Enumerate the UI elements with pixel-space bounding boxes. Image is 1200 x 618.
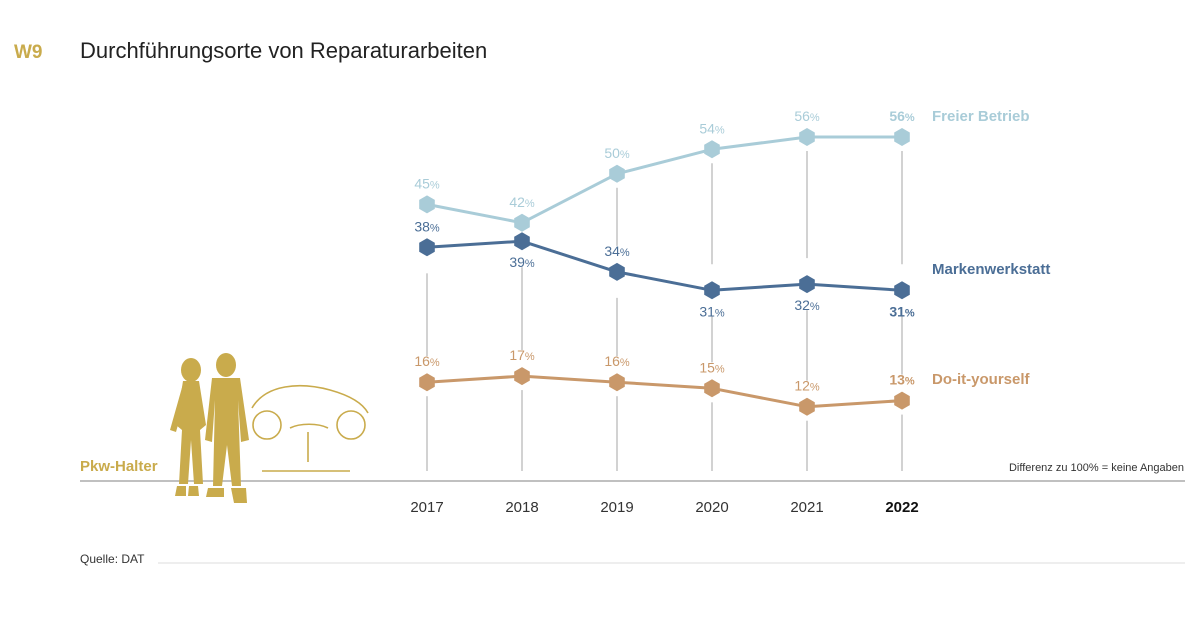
x-tick-2020: 2020 (695, 499, 728, 516)
series-markers (419, 128, 910, 416)
label-markenwerkstatt-2022: 31% (889, 303, 915, 319)
label-freier-betrieb-2019: 50% (604, 145, 630, 161)
x-tick-2019: 2019 (600, 499, 633, 516)
person-woman-icon (170, 358, 206, 496)
x-tick-2017: 2017 (410, 499, 443, 516)
x-tick-2018: 2018 (505, 499, 538, 516)
point-freier-betrieb-2018 (514, 213, 530, 232)
gridlines (426, 151, 903, 471)
label-markenwerkstatt-2018: 39% (509, 254, 535, 270)
point-freier-betrieb-2022 (894, 128, 910, 146)
x-tick-2022: 2022 (885, 499, 918, 516)
point-do-it-yourself-2022 (894, 391, 910, 410)
label-markenwerkstatt-2021: 32% (794, 297, 820, 313)
label-freier-betrieb-2018: 42% (509, 194, 535, 210)
couple-and-car-illustration (170, 353, 369, 503)
label-do-it-yourself-2021: 12% (794, 378, 820, 394)
label-markenwerkstatt-2017: 38% (414, 218, 440, 234)
series-line-freier-betrieb (426, 135, 902, 225)
label-do-it-yourself-2019: 16% (604, 353, 630, 369)
point-do-it-yourself-2019 (609, 373, 625, 392)
label-freier-betrieb-2017: 45% (414, 175, 440, 191)
point-do-it-yourself-2018 (514, 367, 530, 386)
point-do-it-yourself-2020 (704, 379, 720, 398)
series-name-freier-betrieb: Freier Betrieb (932, 108, 1030, 125)
car-outline-icon (251, 385, 369, 472)
label-markenwerkstatt-2019: 34% (604, 243, 630, 259)
point-freier-betrieb-2020 (704, 140, 720, 159)
label-freier-betrieb-2020: 54% (699, 120, 725, 136)
label-freier-betrieb-2022: 56% (889, 108, 915, 124)
point-markenwerkstatt-2022 (894, 281, 910, 300)
point-freier-betrieb-2021 (799, 128, 815, 146)
series-name-do-it-yourself: Do-it-yourself (932, 371, 1031, 388)
label-do-it-yourself-2018: 17% (509, 347, 535, 363)
footnote: Differenz zu 100% = keine Angaben (1009, 462, 1184, 474)
point-markenwerkstatt-2019 (609, 262, 625, 281)
series-name-markenwerkstatt: Markenwerkstatt (932, 261, 1050, 278)
point-do-it-yourself-2017 (419, 373, 435, 392)
label-freier-betrieb-2021: 56% (794, 108, 820, 124)
point-markenwerkstatt-2021 (799, 275, 815, 294)
point-markenwerkstatt-2020 (704, 281, 720, 300)
label-do-it-yourself-2020: 15% (699, 359, 725, 375)
illustration-label: Pkw-Halter (80, 458, 158, 475)
source-note: Quelle: DAT (80, 552, 145, 566)
label-do-it-yourself-2017: 16% (414, 353, 440, 369)
chart-title: Durchführungsorte von Reparaturarbeiten (80, 38, 487, 63)
x-tick-2021: 2021 (790, 499, 823, 516)
person-man-icon (205, 353, 249, 503)
point-freier-betrieb-2017 (419, 195, 435, 214)
point-do-it-yourself-2021 (799, 397, 815, 416)
series-line-do-it-yourself (426, 374, 903, 409)
data-labels: 45% 42% 50% 54% 56% 56% 38% 39% 34% 31% 32% 31% 16% 1… (414, 108, 915, 394)
point-freier-betrieb-2019 (609, 164, 625, 183)
point-markenwerkstatt-2017 (419, 238, 435, 257)
label-markenwerkstatt-2020: 31% (699, 303, 725, 319)
figure-code: W9 (14, 42, 43, 63)
label-do-it-yourself-2022: 13% (889, 372, 915, 388)
x-axis-labels: 2017 2018 2019 2020 2021 2022 (410, 499, 918, 516)
point-markenwerkstatt-2018 (514, 232, 530, 251)
series-names: Freier Betrieb Markenwerkstatt Do-it-yours… (932, 108, 1050, 388)
series-lines (426, 135, 903, 409)
series-line-markenwerkstatt (426, 239, 903, 292)
